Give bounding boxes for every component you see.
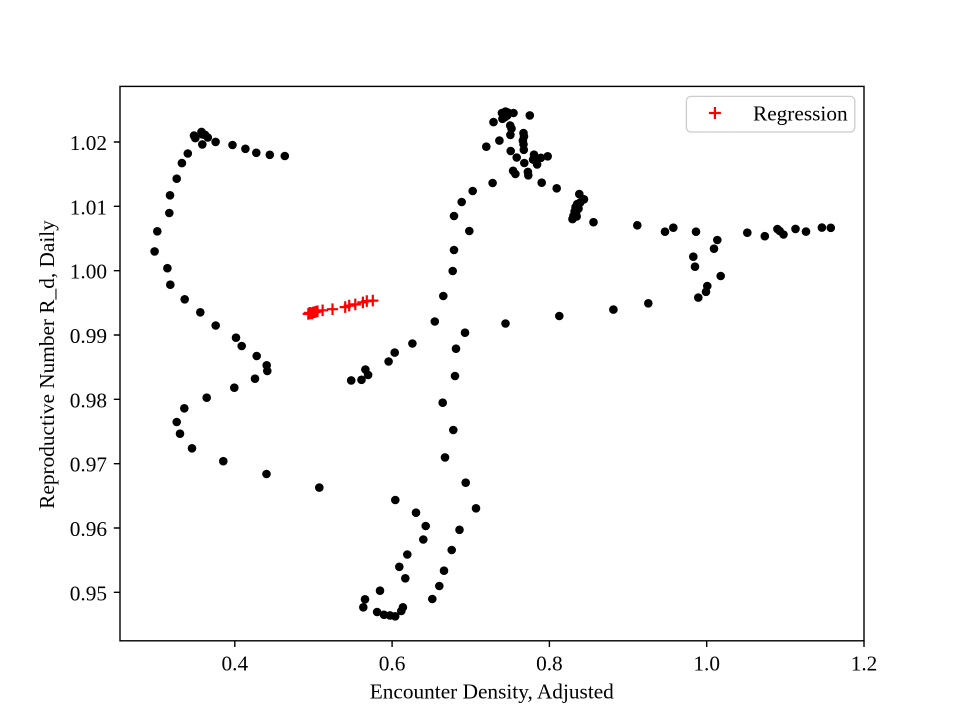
- svg-text:0.99: 0.99: [70, 324, 107, 348]
- svg-text:0.4: 0.4: [221, 651, 248, 675]
- svg-text:0.98: 0.98: [70, 388, 107, 412]
- svg-text:0.97: 0.97: [70, 453, 108, 477]
- svg-text:0.8: 0.8: [536, 651, 563, 675]
- svg-text:Encounter Density, Adjusted: Encounter Density, Adjusted: [370, 679, 614, 703]
- svg-text:1.00: 1.00: [70, 260, 107, 284]
- svg-text:1.01: 1.01: [70, 195, 107, 219]
- svg-text:0.96: 0.96: [70, 517, 108, 541]
- svg-text:0.95: 0.95: [70, 581, 107, 605]
- svg-text:Regression: Regression: [753, 102, 848, 126]
- svg-text:1.0: 1.0: [693, 651, 720, 675]
- svg-text:1.2: 1.2: [851, 651, 878, 675]
- svg-text:1.02: 1.02: [70, 131, 107, 155]
- svg-text:Reproductive Number R_d, Daily: Reproductive Number R_d, Daily: [35, 220, 59, 509]
- svg-text:0.6: 0.6: [379, 651, 406, 675]
